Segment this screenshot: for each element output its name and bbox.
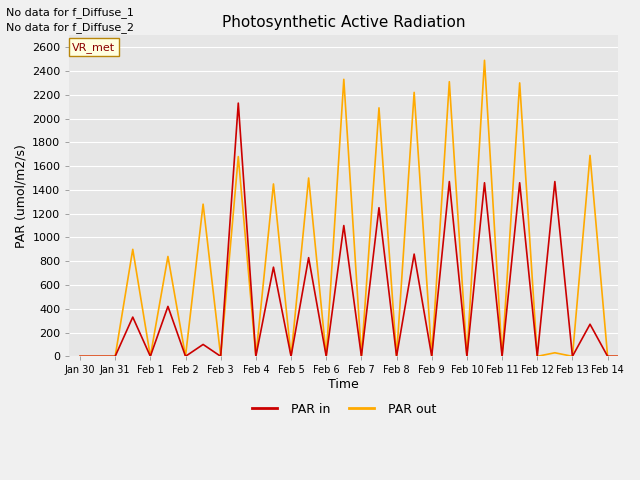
X-axis label: Time: Time [328,378,359,391]
Y-axis label: PAR (umol/m2/s): PAR (umol/m2/s) [15,144,28,248]
Text: No data for f_Diffuse_2: No data for f_Diffuse_2 [6,22,134,33]
Title: Photosynthetic Active Radiation: Photosynthetic Active Radiation [222,15,465,30]
Text: VR_met: VR_met [72,42,115,53]
Legend:  PAR in,  PAR out: PAR in, PAR out [246,398,441,420]
Text: No data for f_Diffuse_1: No data for f_Diffuse_1 [6,7,134,18]
